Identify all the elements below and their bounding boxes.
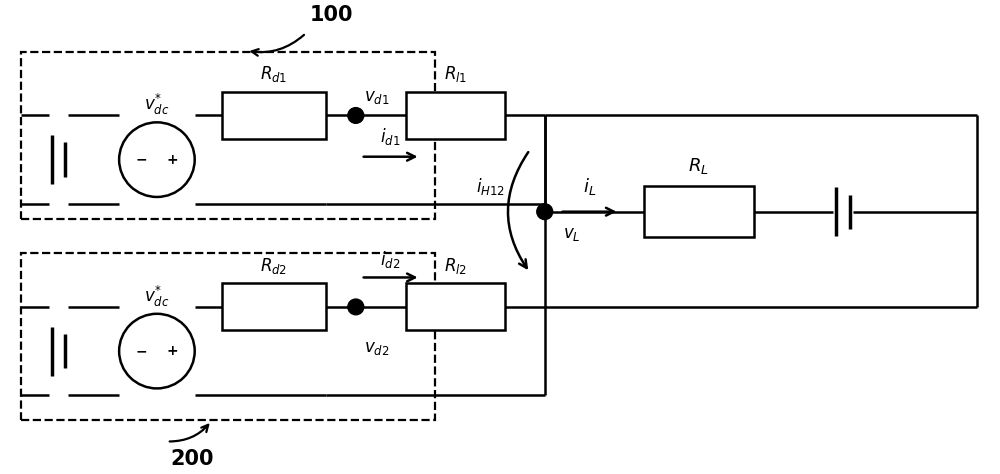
Text: $R_{d1}$: $R_{d1}$ [260,64,287,84]
Text: $v_{dc}^{*}$: $v_{dc}^{*}$ [144,284,170,309]
Text: $v_{dc}^{*}$: $v_{dc}^{*}$ [144,92,170,118]
Bar [406,92,505,139]
Circle shape [348,108,364,123]
Bar [222,283,326,330]
Text: $i_{d1}$: $i_{d1}$ [380,126,401,147]
Text: $v_L$: $v_L$ [563,227,580,244]
Text: −: − [135,153,147,167]
Text: 200: 200 [170,449,213,469]
Text: $R_L$: $R_L$ [688,156,709,176]
Text: +: + [167,344,179,358]
Text: $i_L$: $i_L$ [583,176,596,197]
Circle shape [537,204,553,219]
Bar [21,253,435,420]
Text: $v_{d2}$: $v_{d2}$ [364,340,389,357]
Text: $R_{l1}$: $R_{l1}$ [444,64,467,84]
Text: $R_{d2}$: $R_{d2}$ [260,255,287,275]
Text: $R_{l2}$: $R_{l2}$ [444,255,467,275]
Text: +: + [167,153,179,167]
Bar [21,52,435,219]
Text: 100: 100 [309,5,353,25]
Text: $i_{d2}$: $i_{d2}$ [380,248,401,270]
Bar [406,283,505,330]
Circle shape [348,299,364,315]
Bar [222,92,326,139]
Text: $i_{H12}$: $i_{H12}$ [476,176,505,197]
Bar [644,186,754,237]
Text: $v_{d1}$: $v_{d1}$ [364,89,389,106]
Text: −: − [135,344,147,358]
